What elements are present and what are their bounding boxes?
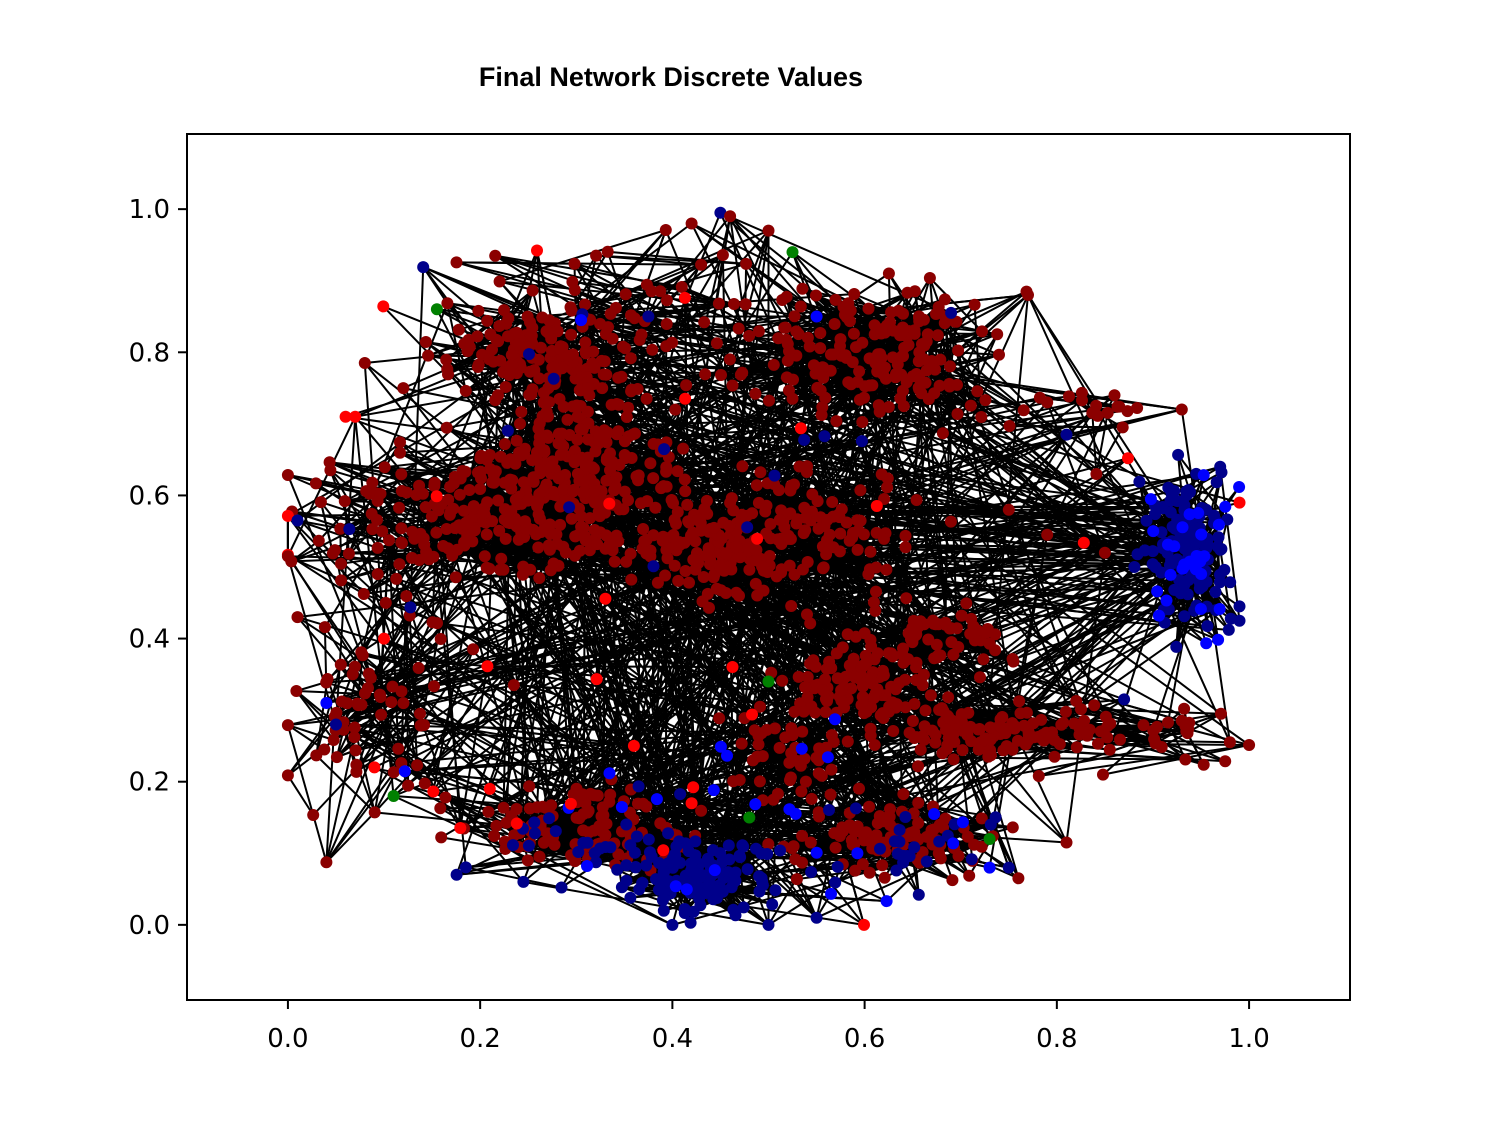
network-edge (573, 255, 597, 291)
network-edge (325, 811, 376, 863)
network-edge (913, 542, 1176, 848)
network-edge (596, 254, 702, 266)
network-edge (404, 745, 721, 773)
network-edge (465, 866, 562, 889)
network-edge (334, 549, 635, 747)
network-edge (326, 551, 1168, 704)
chart-title: Final Network Discrete Values (478, 62, 864, 92)
network-edge (633, 229, 667, 319)
network-edge (354, 416, 395, 797)
network-edge (295, 690, 335, 741)
network-edge (456, 261, 576, 291)
network-edge (731, 428, 802, 668)
network-edge (1156, 726, 1226, 763)
network-edge (1093, 704, 1144, 727)
network-edge (290, 515, 433, 563)
network-edge (287, 515, 518, 825)
network-edge (383, 637, 693, 805)
network-edge (793, 711, 949, 837)
network-edge (459, 666, 734, 829)
network-edge (1080, 708, 1144, 727)
network-edge (913, 330, 974, 862)
network-edge (319, 501, 334, 554)
network-edge (870, 547, 1208, 844)
network-edge (690, 802, 818, 919)
network-edge (287, 774, 315, 816)
network-edge (422, 266, 863, 443)
network-edge (929, 277, 983, 333)
network-edge (345, 363, 513, 418)
network-edge (605, 457, 1129, 600)
network-edge (1038, 744, 1250, 777)
network-edge (422, 266, 805, 441)
network-edge (648, 315, 1191, 534)
network-edge (286, 724, 315, 816)
network-edge (360, 704, 418, 766)
network-edge (325, 762, 403, 863)
network-edge (633, 698, 1125, 747)
network-edge (604, 598, 865, 926)
network-edge (1219, 466, 1241, 621)
network-edge (373, 433, 1067, 769)
network-edge (691, 222, 1241, 608)
network-edge (574, 289, 636, 320)
network-edge (356, 747, 399, 766)
network-edge (335, 416, 357, 725)
network-edge (546, 290, 652, 333)
network-edge (312, 814, 328, 863)
network-edge (287, 724, 335, 741)
network-edge (315, 754, 376, 814)
network-edge (345, 415, 1009, 511)
network-edge (548, 401, 1156, 569)
network-edge (731, 666, 753, 715)
network-edge (664, 229, 928, 862)
network-edge (608, 398, 686, 505)
network-edge (686, 512, 1199, 891)
network-edge (923, 359, 958, 730)
network-edge (605, 597, 819, 686)
network-edge (595, 678, 665, 851)
network-edge (380, 713, 996, 819)
network-edge (683, 297, 734, 668)
network-edge (574, 262, 735, 305)
network-edge (487, 665, 753, 716)
network-edge (409, 267, 425, 608)
network-edge (914, 290, 1167, 544)
network-edge (580, 319, 1240, 504)
